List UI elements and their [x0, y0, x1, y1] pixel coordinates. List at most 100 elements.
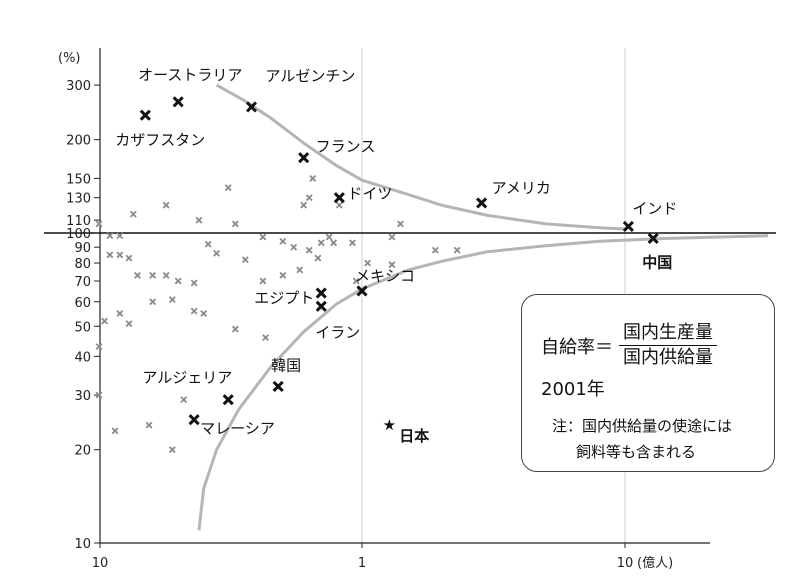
country-label: イラン	[315, 323, 360, 341]
x-marker	[315, 300, 327, 312]
other-country-marker	[116, 232, 124, 240]
x-marker	[298, 152, 310, 164]
country-point: ★日本	[383, 416, 430, 445]
x-marker	[139, 109, 151, 121]
country-point: オーストラリア	[138, 66, 242, 108]
footnote: 注：国内供給量の使途には 飼料等も含まれる	[552, 413, 732, 465]
other-country-marker	[168, 446, 176, 454]
country-label: アメリカ	[492, 179, 551, 197]
other-country-marker	[388, 233, 396, 241]
x-marker	[647, 232, 659, 245]
other-country-marker	[95, 343, 103, 351]
other-country-marker	[325, 233, 333, 241]
country-label: エジプト	[254, 289, 314, 307]
formula-lhs: 自給率＝	[541, 336, 613, 358]
country-point: フランス	[298, 138, 376, 164]
y-tick-label: 200	[66, 134, 91, 149]
other-country-marker	[116, 310, 124, 317]
country-label: オーストラリア	[138, 66, 242, 84]
footnote-line-1: 注：国内供給量の使途には	[552, 417, 733, 435]
y-tick-label: 300	[66, 79, 91, 94]
other-country-marker	[314, 254, 322, 262]
x-marker	[188, 414, 200, 426]
other-country-marker	[200, 310, 208, 317]
y-tick-label: 130	[66, 192, 91, 207]
country-label: メキシコ	[355, 267, 415, 285]
other-country-marker	[111, 427, 119, 435]
country-label: フランス	[316, 138, 376, 156]
x-marker	[315, 287, 327, 299]
country-label: 中国	[642, 253, 672, 271]
y-tick-label: 40	[74, 350, 91, 365]
data-year: 2001年	[541, 379, 605, 400]
other-country-marker	[453, 246, 461, 254]
y-tick-label: 100	[66, 227, 91, 242]
other-country-marker	[262, 334, 270, 341]
other-country-marker	[190, 307, 198, 315]
y-tick-label: 80	[74, 257, 91, 272]
other-country-marker	[305, 246, 313, 254]
other-country-marker	[364, 259, 372, 267]
x-axis-unit: (億人)	[637, 555, 673, 571]
other-country-marker	[125, 254, 133, 262]
other-country-marker	[106, 232, 114, 240]
other-country-marker	[168, 296, 176, 303]
other-country-marker	[149, 298, 157, 306]
y-tick-label: 60	[74, 296, 91, 311]
country-point: アルゼンチン	[245, 67, 355, 113]
other-country-marker	[162, 201, 170, 209]
other-country-marker	[388, 261, 396, 269]
other-country-marker	[95, 391, 103, 399]
self-sufficiency-formula: 自給率＝ 国内生産量 国内供給量	[541, 321, 717, 370]
country-point: カザフスタン	[115, 109, 205, 149]
other-country-marker	[300, 201, 308, 209]
country-point: 韓国	[271, 356, 301, 392]
other-country-marker	[317, 239, 325, 247]
x-marker	[272, 380, 284, 392]
other-country-marker	[335, 201, 343, 209]
other-country-marker	[296, 266, 304, 274]
other-country-marker	[259, 233, 267, 241]
y-tick-label: 150	[66, 172, 91, 187]
other-country-marker	[106, 251, 114, 259]
other-country-marker	[305, 194, 313, 202]
other-country-marker	[133, 271, 141, 279]
x-marker	[222, 394, 234, 406]
country-point: インド	[622, 199, 677, 232]
footnote-line-2: 飼料等も含まれる	[576, 443, 697, 461]
y-tick-label: 50	[74, 320, 91, 335]
other-country-marker	[431, 246, 439, 254]
country-label: カザフスタン	[115, 131, 205, 149]
x-tick-label: 1	[358, 556, 366, 571]
country-label: インド	[632, 199, 677, 217]
country-point: アメリカ	[476, 179, 551, 209]
upper-trend-curve	[215, 83, 626, 231]
other-country-marker	[309, 174, 317, 182]
formula-numerator: 国内生産量	[619, 321, 717, 346]
x-marker	[333, 192, 345, 204]
other-country-marker	[259, 277, 267, 285]
x-marker	[622, 220, 634, 232]
formula-box: 自給率＝ 国内生産量 国内供給量 2001年 注：国内供給量の使途には 飼料等も…	[521, 294, 775, 472]
other-country-marker	[349, 239, 356, 247]
x-marker	[356, 285, 368, 297]
other-country-marker	[231, 220, 239, 228]
other-country-marker	[125, 320, 133, 328]
country-point: 中国	[642, 232, 672, 271]
x-marker	[245, 101, 258, 113]
other-country-marker	[330, 239, 338, 247]
other-country-marker	[279, 237, 287, 245]
x-tick-label: 10	[617, 556, 634, 571]
other-country-marker	[116, 251, 124, 259]
other-country-marker	[241, 256, 249, 264]
country-point: メキシコ	[355, 267, 415, 297]
country-point: マレーシア	[188, 414, 275, 438]
other-country-marker	[213, 249, 221, 257]
other-country-marker	[352, 277, 360, 285]
other-country-marker	[279, 271, 287, 279]
other-country-marker	[231, 325, 239, 333]
country-point: エジプト	[254, 287, 327, 307]
